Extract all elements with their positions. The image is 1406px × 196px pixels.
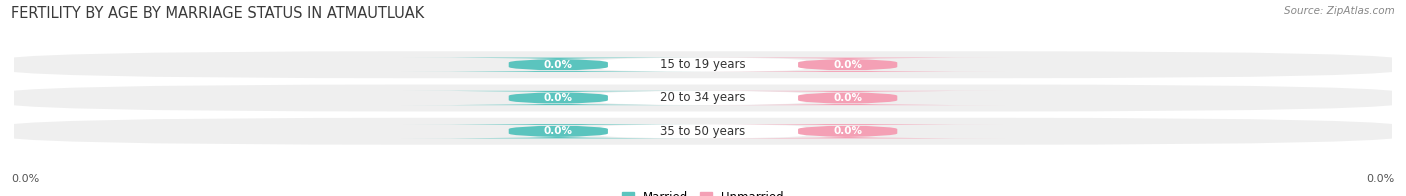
Text: 0.0%: 0.0%: [11, 174, 39, 184]
Text: 35 to 50 years: 35 to 50 years: [661, 125, 745, 138]
FancyBboxPatch shape: [690, 124, 1005, 138]
Text: 0.0%: 0.0%: [834, 93, 862, 103]
FancyBboxPatch shape: [401, 91, 716, 105]
Text: 0.0%: 0.0%: [834, 60, 862, 70]
FancyBboxPatch shape: [0, 51, 1406, 78]
FancyBboxPatch shape: [401, 124, 716, 138]
Legend: Married, Unmarried: Married, Unmarried: [621, 191, 785, 196]
FancyBboxPatch shape: [401, 58, 716, 72]
Text: Source: ZipAtlas.com: Source: ZipAtlas.com: [1284, 6, 1395, 16]
Text: 0.0%: 0.0%: [544, 93, 572, 103]
Text: 0.0%: 0.0%: [544, 60, 572, 70]
Text: 15 to 19 years: 15 to 19 years: [661, 58, 745, 71]
FancyBboxPatch shape: [0, 118, 1406, 145]
FancyBboxPatch shape: [599, 124, 806, 138]
Text: FERTILITY BY AGE BY MARRIAGE STATUS IN ATMAUTLUAK: FERTILITY BY AGE BY MARRIAGE STATUS IN A…: [11, 6, 425, 21]
FancyBboxPatch shape: [599, 58, 806, 72]
FancyBboxPatch shape: [690, 91, 1005, 105]
Text: 0.0%: 0.0%: [544, 126, 572, 136]
Text: 0.0%: 0.0%: [834, 126, 862, 136]
FancyBboxPatch shape: [599, 91, 806, 105]
FancyBboxPatch shape: [0, 84, 1406, 112]
FancyBboxPatch shape: [690, 58, 1005, 72]
Text: 0.0%: 0.0%: [1367, 174, 1395, 184]
Text: 20 to 34 years: 20 to 34 years: [661, 92, 745, 104]
